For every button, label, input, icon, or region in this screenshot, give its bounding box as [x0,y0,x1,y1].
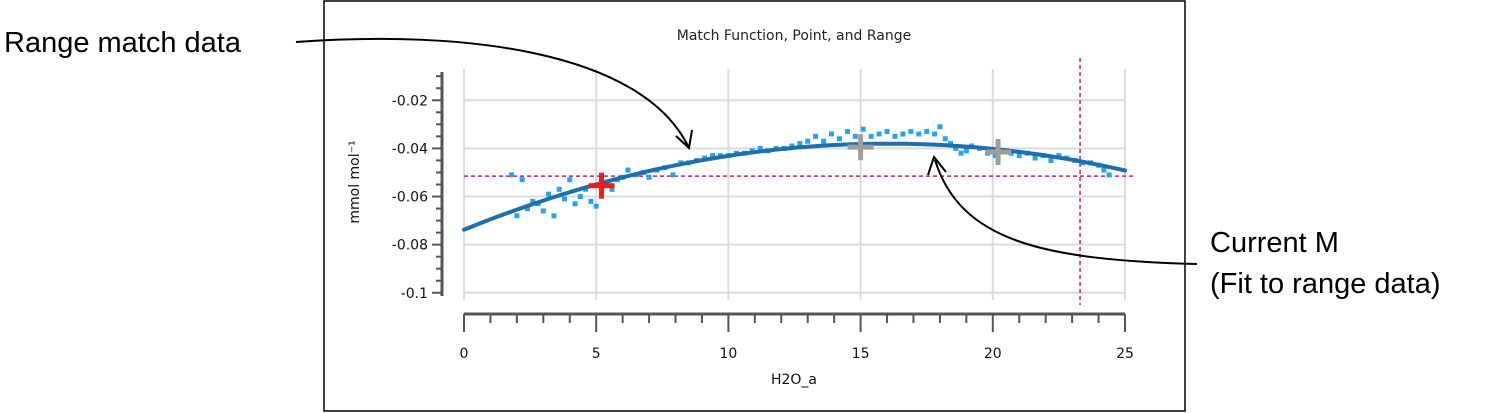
scatter-point [561,196,567,202]
scatter-point [670,172,676,178]
arrowhead-current-icon [927,154,947,176]
x-tick-label: 10 [719,346,737,362]
scatter-point [524,206,530,212]
callout-arrow-current [934,159,1198,265]
scatter-point [509,172,515,178]
scatter-point [821,138,827,144]
scatter-point [593,203,599,209]
scatter-point [757,145,763,151]
plus-marker-vertical [995,139,1001,166]
scatter-point [844,129,850,135]
scatter-point [937,124,943,130]
x-axis: 0 5 10 15 20 25 [460,312,1134,362]
scatter-point [958,150,964,156]
callout-range-match-data: Range match data [4,27,242,59]
scatter-point [577,194,583,200]
callout-fit-to-range: (Fit to range data) [1210,268,1441,300]
scatter-point [908,129,914,135]
scatter-point [710,153,716,159]
fit-curve-line [462,141,1127,232]
scatter-point [932,131,938,137]
callout-arrow-range [295,37,689,147]
markers [588,134,1012,199]
scatter-point [646,174,652,180]
x-tick-label: 25 [1116,346,1134,362]
scatter-point [572,201,578,207]
scatter-point [805,138,811,144]
match-point-marker [847,134,874,161]
scatter-point [953,145,959,151]
match-point-marker [985,139,1012,166]
scatter-point [829,131,835,137]
scatter-point [556,186,562,192]
scatter-point [884,129,890,135]
scatter-point [942,136,948,142]
scatter-point [514,213,520,219]
scatter-point [625,167,631,173]
scatter-point [1101,167,1107,173]
y-tick-label: -0.06 [392,190,428,206]
scatter-point [530,198,536,204]
callout-current-m: Current M [1210,227,1339,259]
scatter-point [546,191,552,197]
x-axis-label: H2O_a [771,372,817,388]
scatter-point [963,148,969,154]
scatter-point [588,198,594,204]
y-tick-label: -0.1 [401,286,428,302]
scatter-point [609,186,615,192]
scatter-point [836,136,842,142]
scatter-point [567,177,573,183]
x-tick-label: 15 [852,346,870,362]
x-tick-label: 5 [592,346,601,362]
scatter-point [519,177,525,183]
scatter-point [1008,150,1014,156]
x-tick-label: 0 [460,346,469,362]
scatter-point [797,141,803,147]
y-tick-label: -0.08 [392,238,428,254]
scatter-point [789,143,795,149]
chart-frame [323,0,1186,412]
arrowhead-range-icon [675,129,693,150]
scatter-point [868,133,874,139]
scatter-point [1016,153,1022,159]
reference-lines [464,58,1133,305]
scatter-point [1032,155,1038,161]
scatter-point [540,208,546,214]
scatter-point [892,133,898,139]
plus-marker-vertical [858,134,864,161]
scatter-point [813,133,819,139]
scatter-point [876,131,882,137]
scatter-point [860,126,866,132]
plus-marker-vertical [598,172,604,199]
y-tick-label: -0.04 [392,141,428,157]
chart-title: Match Function, Point, and Range [677,28,911,44]
scatter-point [992,153,998,159]
x-tick-label: 20 [984,346,1002,362]
scatter-point [900,131,906,137]
scatter-point [1048,157,1054,163]
gridlines [463,69,1126,300]
current-point-marker [588,172,615,199]
scatter-point [852,133,858,139]
scatter-point [924,129,930,135]
scatter-point [916,131,922,137]
scatter-point [1106,172,1112,178]
scatter-point [551,213,557,219]
y-tick-label: -0.02 [392,93,428,109]
y-axis-label: mmol mol⁻¹ [347,140,363,223]
y-axis: -0.02 -0.04 -0.06 -0.08 -0.1 [392,72,444,302]
